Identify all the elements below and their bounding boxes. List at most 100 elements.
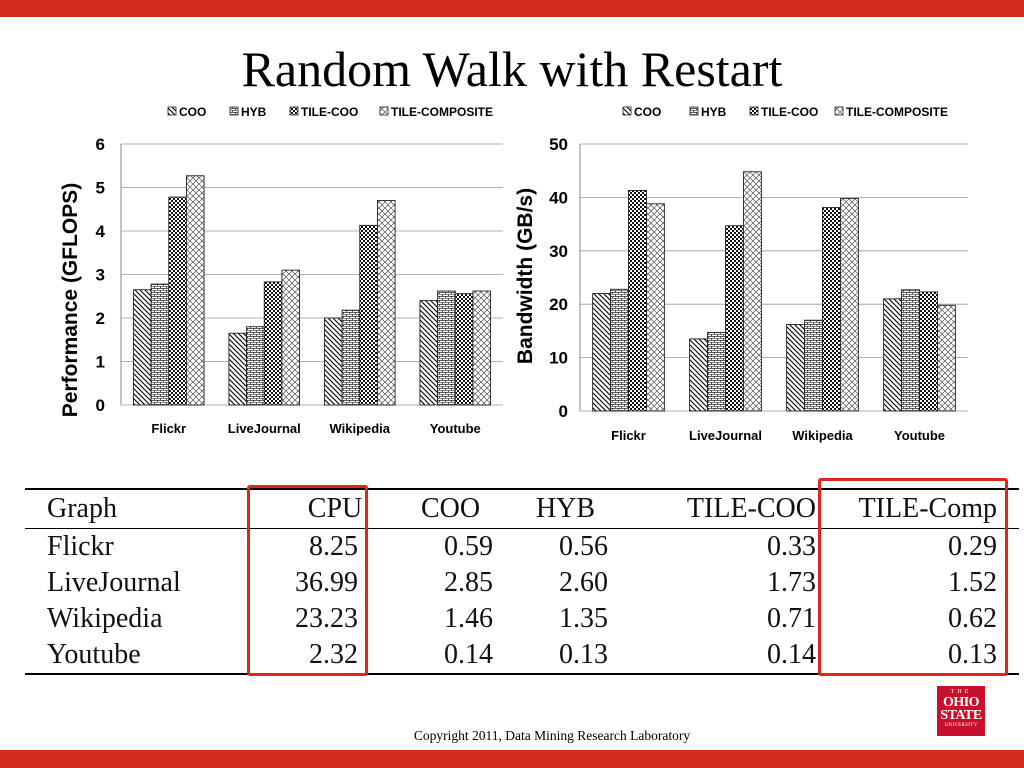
- bar-tile-composite-flickr: [645, 203, 665, 412]
- bar-coo-livejournal: [228, 332, 248, 406]
- header-graph: Graph: [47, 493, 117, 524]
- legend-swatch: [622, 106, 632, 116]
- table-cell: 0.59: [444, 531, 493, 562]
- table-cell: 1.52: [948, 567, 997, 598]
- bandwidth-chart: Bandwidth (GB/s) 0 10 20 30 40 50 Flickr LiveJ…: [514, 105, 968, 443]
- bar-coo-wikipedia: [323, 317, 343, 406]
- y-tick-label: 5: [96, 179, 105, 198]
- table-row: LiveJournal 36.99 2.85 2.60 1.73 1.52: [25, 565, 1019, 601]
- x-category-label: LiveJournal: [689, 428, 762, 443]
- y-axis-label: Performance (GFLOPS): [59, 183, 82, 418]
- legend-label: TILE-COO: [301, 105, 358, 119]
- bar-hyb-youtube: [437, 290, 456, 406]
- legend-label: HYB: [701, 105, 727, 119]
- bar-hyb-youtube: [901, 289, 920, 412]
- timing-table: Graph CPU COO HYB TILE-COO TILE-Comp Fli…: [25, 488, 1019, 675]
- y-tick-label: 30: [549, 242, 568, 261]
- table-header-row: Graph CPU COO HYB TILE-COO TILE-Comp: [25, 489, 1019, 529]
- logo-line: UNIVERSITY: [944, 723, 978, 728]
- table-cell: 0.33: [767, 531, 816, 562]
- table-cell: LiveJournal: [47, 567, 181, 598]
- bar-tile-coo-youtube: [454, 293, 474, 406]
- bar-tile-composite-livejournal: [742, 171, 762, 412]
- bar-tile-composite-youtube: [936, 304, 956, 412]
- table-cell: 0.13: [559, 639, 608, 670]
- legend-label: TILE-COMPOSITE: [391, 105, 493, 119]
- bar-tile-coo-flickr: [628, 190, 647, 412]
- x-category-label: Youtube: [430, 421, 481, 436]
- cpu-column-highlight: [247, 485, 368, 676]
- bar-hyb-flickr: [610, 288, 629, 412]
- x-category-label: Flickr: [151, 421, 186, 436]
- y-tick-label: 0: [559, 402, 568, 421]
- bar-tile-composite-wikipedia: [839, 198, 859, 412]
- legend-label: TILE-COO: [761, 105, 818, 119]
- table-cell: 1.35: [559, 603, 608, 634]
- legend-label: HYB: [241, 105, 267, 119]
- y-tick-label: 0: [96, 396, 105, 415]
- table-cell: 2.85: [444, 567, 493, 598]
- header-coo: COO: [420, 493, 481, 524]
- bar-coo-flickr: [592, 293, 612, 412]
- legend-label: TILE-COMPOSITE: [846, 105, 948, 119]
- y-tick-label: 20: [549, 295, 568, 314]
- bar-tile-composite-livejournal: [281, 269, 301, 406]
- bottom-red-band: [0, 750, 1024, 768]
- bar-tile-composite-flickr: [185, 175, 205, 406]
- bar-tile-composite-youtube: [472, 290, 492, 406]
- table-cell: 2.60: [559, 567, 608, 598]
- table-cell: 1.46: [444, 603, 493, 634]
- x-category-label: Wikipedia: [792, 428, 853, 443]
- table-cell: Youtube: [47, 639, 141, 670]
- legend-swatch: [834, 106, 844, 116]
- bar-hyb-livejournal: [246, 326, 265, 406]
- tile-comp-column-highlight: [818, 478, 1008, 676]
- y-tick-label: 40: [549, 188, 568, 207]
- y-tick-label: 6: [96, 135, 105, 154]
- bar-coo-youtube: [883, 298, 903, 412]
- header-tile-comp: TILE-Comp: [858, 493, 997, 524]
- table-cell: 0.56: [559, 531, 608, 562]
- bar-tile-coo-livejournal: [725, 225, 744, 412]
- table-row: Youtube 2.32 0.14 0.13 0.14 0.13: [25, 637, 1019, 674]
- table-cell: 0.29: [948, 531, 997, 562]
- table-row: Wikipedia 23.23 1.46 1.35 0.71 0.62: [25, 601, 1019, 637]
- y-axis-label: Bandwidth (GB/s): [514, 188, 537, 364]
- bar-tile-coo-wikipedia: [359, 224, 378, 406]
- bar-coo-wikipedia: [786, 324, 806, 412]
- x-category-label: Wikipedia: [329, 421, 390, 436]
- x-category-label: Youtube: [894, 428, 945, 443]
- slide-title: Random Walk with Restart: [241, 41, 783, 97]
- ohio-state-logo: THE OHIO STATE UNIVERSITY: [937, 686, 985, 736]
- table-cell: 0.14: [767, 639, 816, 670]
- bar-tile-coo-flickr: [168, 196, 187, 406]
- bar-hyb-flickr: [150, 283, 170, 406]
- table-cell: 1.73: [767, 567, 816, 598]
- performance-chart: Performance (GFLOPS) 0 1 2 3 4 5 6 Flickr LiveJ…: [59, 105, 503, 436]
- table-cell: 0.13: [948, 639, 997, 670]
- table-cell: Flickr: [47, 531, 114, 562]
- bar-coo-youtube: [419, 300, 439, 406]
- table-cell: 23.23: [295, 603, 358, 634]
- legend-swatch: [689, 106, 699, 116]
- top-red-band: [0, 0, 1024, 17]
- bar-tile-coo-wikipedia: [822, 207, 841, 412]
- bar-hyb-livejournal: [707, 332, 726, 412]
- y-tick-label: 3: [96, 266, 105, 285]
- header-tile-coo: TILE-COO: [686, 493, 816, 524]
- y-tick-label: 50: [549, 135, 568, 154]
- header-cpu: CPU: [307, 493, 363, 524]
- copyright-text: Copyright 2011, Data Mining Research Lab…: [413, 728, 691, 743]
- x-category-label: LiveJournal: [228, 421, 301, 436]
- bar-tile-coo-youtube: [919, 291, 938, 412]
- table-cell: Wikipedia: [47, 603, 163, 634]
- table-cell: 2.32: [309, 639, 358, 670]
- table-cell: 36.99: [295, 567, 358, 598]
- table-cell: 8.25: [309, 531, 358, 562]
- legend-swatch: [379, 106, 389, 116]
- table-cell: 0.71: [767, 603, 816, 634]
- x-category-label: Flickr: [611, 428, 646, 443]
- logo-line: THE: [950, 689, 972, 695]
- bar-tile-composite-wikipedia: [376, 200, 396, 406]
- logo-line: STATE: [940, 708, 982, 723]
